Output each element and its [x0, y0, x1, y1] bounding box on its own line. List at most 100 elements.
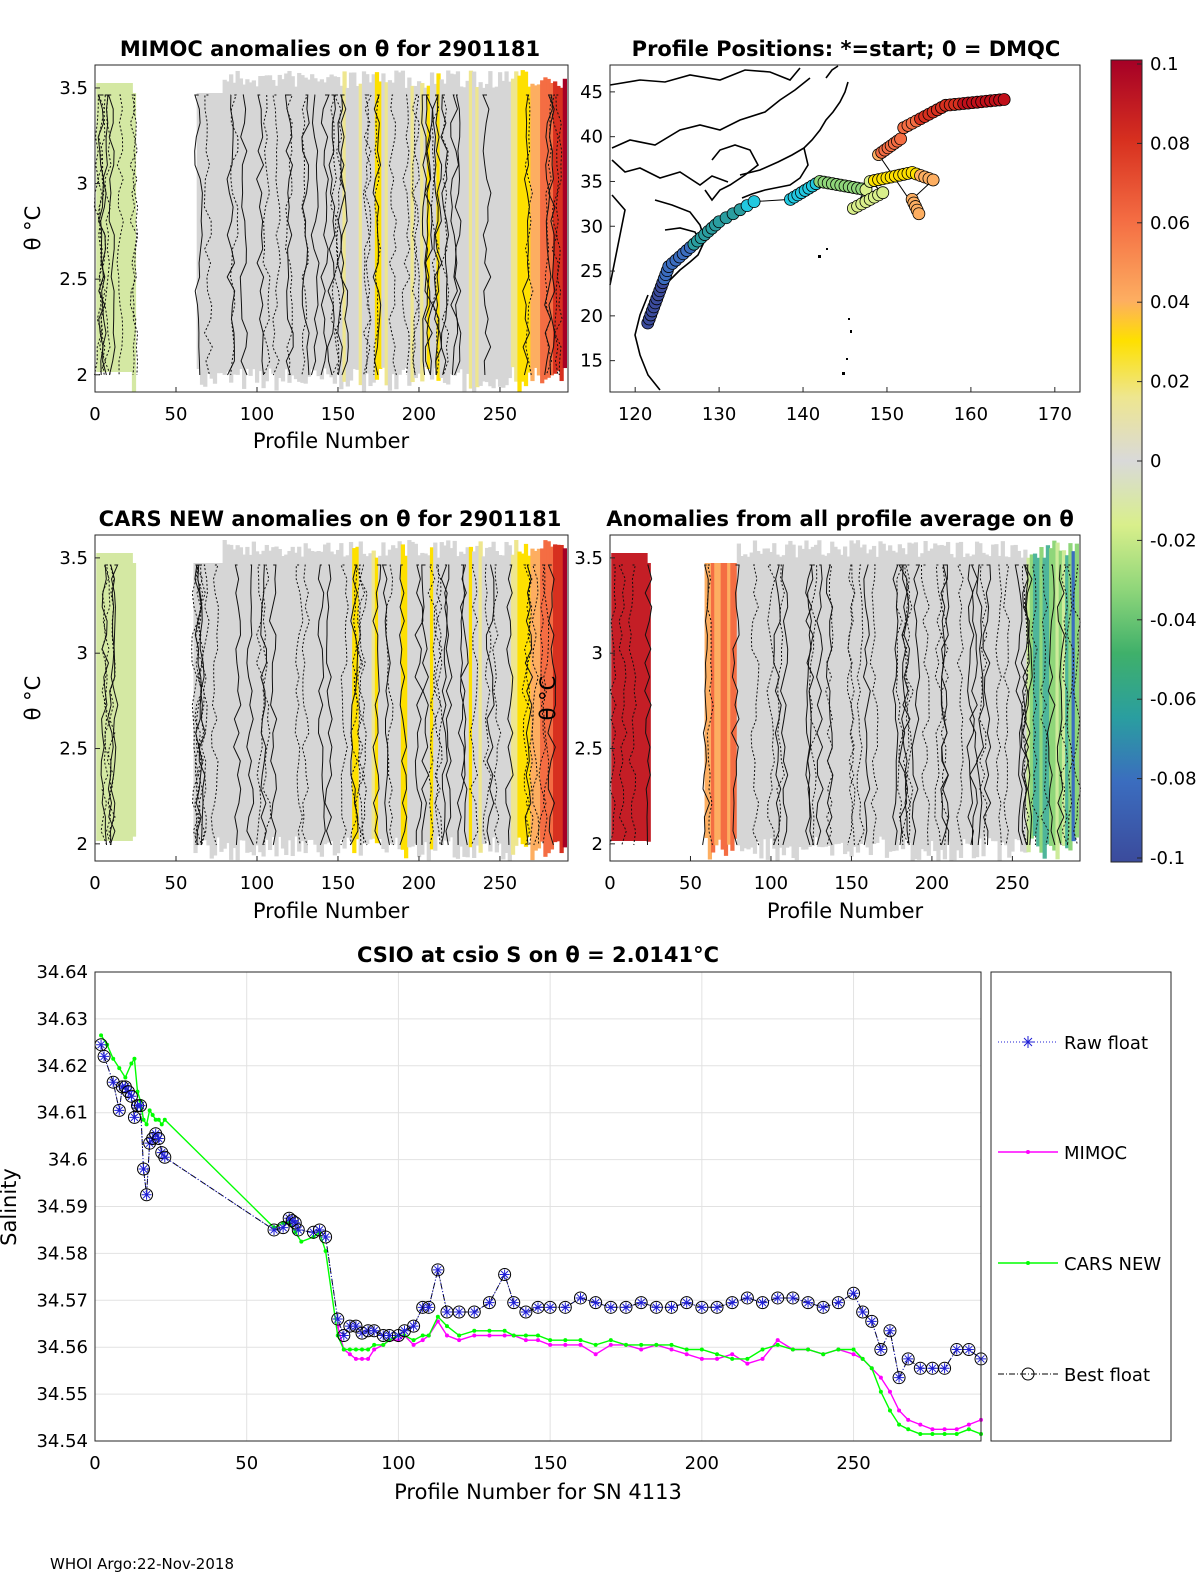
anomaly-column [907, 542, 912, 843]
raw-float-point [423, 1302, 434, 1313]
contour-line [1059, 564, 1069, 846]
cars-point [878, 1389, 883, 1394]
contour-line [505, 564, 514, 846]
anomaly-column [711, 563, 716, 853]
anomaly-column [955, 542, 960, 851]
y-tick-label: 34.57 [36, 1290, 88, 1311]
anomaly-column [549, 82, 555, 376]
cars-point [593, 1342, 598, 1347]
raw-float-point [138, 1163, 149, 1174]
y-tick-label: 2.5 [59, 269, 88, 290]
anomaly-column [335, 549, 341, 854]
raw-float-point [875, 1344, 886, 1355]
raw-float-point [848, 1288, 859, 1299]
raw-float-point [742, 1292, 753, 1303]
best-float-point [883, 1324, 897, 1338]
anomaly-column [617, 553, 622, 841]
float-track [647, 99, 1005, 324]
contour-line [203, 94, 213, 376]
colorbar-tick-label: 0 [1150, 451, 1161, 472]
anomaly-column [313, 551, 318, 845]
y-tick-label: 34.56 [36, 1337, 88, 1358]
contour-line [194, 564, 204, 846]
colorbar-tick-label: -0.06 [1150, 689, 1197, 710]
contour-line [1066, 564, 1075, 846]
cars-point [347, 1347, 352, 1352]
anomaly-column [391, 82, 396, 375]
cars-point [790, 1347, 795, 1352]
raw-float-point [605, 1302, 616, 1313]
anomaly-column [478, 541, 483, 853]
best-float-point [831, 1296, 845, 1310]
anomaly-column [348, 72, 354, 381]
contour-line [524, 564, 534, 846]
salinity-ylabel: Salinity [0, 1168, 21, 1246]
anomaly-column [923, 541, 928, 852]
best-float-point [267, 1223, 281, 1237]
contour-line [310, 94, 320, 376]
mimoc-point [420, 1338, 425, 1343]
colorbar-tick-labels: 0.1 0.08 0.06 0.04 0.02 0 -0.02 -0.04 -0.06 -0.08… [1137, 54, 1197, 869]
cars-point [117, 1066, 122, 1071]
contour-line [902, 564, 911, 846]
anomaly-column [720, 563, 725, 850]
profile-position-marker [747, 195, 761, 209]
anomaly-column [946, 541, 951, 842]
anomaly-column [643, 553, 648, 841]
cars-point [639, 1342, 644, 1347]
contour-line [482, 94, 492, 376]
y-tick-label: 34.6 [48, 1150, 88, 1171]
mimoc-point [411, 1342, 416, 1347]
x-tick-label: 200 [915, 873, 949, 894]
colorbar-tick-label: -0.02 [1150, 530, 1197, 551]
contour-line [239, 94, 248, 376]
contour-line [359, 564, 368, 846]
anomaly-column [232, 82, 237, 375]
anomaly-column [293, 86, 299, 380]
cars-point [159, 1122, 164, 1127]
anomaly-column [836, 549, 841, 844]
anomaly-column [523, 71, 529, 387]
mimoc-point [444, 1333, 449, 1338]
raw-float-point [108, 1077, 119, 1088]
cars-point [150, 1113, 155, 1118]
anomaly-column [335, 77, 341, 373]
anomaly-column [717, 563, 722, 840]
anomaly-column [820, 554, 825, 848]
anomaly-column [501, 80, 506, 388]
x-tick-label: 100 [240, 404, 274, 425]
anomaly-column [345, 87, 350, 387]
x-tick-label: 100 [381, 1453, 415, 1474]
average-panel: Anomalies from all profile average on θ … [536, 507, 1082, 923]
cars-point [472, 1328, 477, 1333]
anomaly-column [300, 556, 305, 842]
best-float-point [665, 1300, 679, 1314]
contour-line [454, 94, 462, 376]
raw-float-point [159, 1152, 170, 1163]
anomaly-column [459, 86, 464, 370]
cars-tick-labels: 0 50 100 150 200 250 2 2.5 3 3.5 [59, 548, 517, 894]
y-tick-label: 2 [77, 365, 88, 386]
anomaly-column [517, 551, 522, 838]
y-tick-label: 35 [580, 171, 603, 192]
contour-line [750, 564, 760, 846]
anomaly-column [284, 554, 289, 856]
mimoc-point [347, 1352, 352, 1357]
contour-line [421, 94, 430, 376]
x-tick-label: 100 [754, 873, 788, 894]
raw-float-point [469, 1307, 480, 1318]
mimoc-point [699, 1356, 704, 1361]
y-tick-label: 2 [592, 834, 603, 855]
contour-line [381, 564, 391, 846]
colorbar-tick-label: -0.08 [1150, 769, 1197, 790]
contour-line [440, 94, 450, 376]
anomaly-column [1036, 557, 1041, 847]
y-tick-label: 34.63 [36, 1009, 88, 1030]
anomaly-column [254, 551, 260, 846]
anomaly-column [897, 544, 902, 841]
mimoc-point [593, 1352, 598, 1357]
anomaly-column [358, 83, 363, 386]
anomaly-column [446, 540, 451, 842]
anomaly-column [452, 74, 457, 376]
